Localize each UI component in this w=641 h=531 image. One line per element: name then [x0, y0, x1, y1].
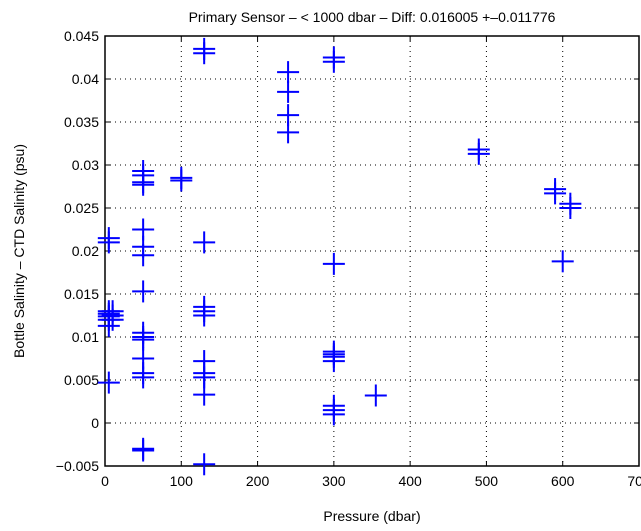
x-tick-label: 100 [170, 473, 194, 489]
data-point [559, 197, 582, 219]
data-point [193, 453, 216, 476]
data-point [364, 384, 387, 407]
data-point [97, 231, 120, 254]
x-tick-labels: 0 100 200 300 400 500 600 700 [101, 473, 641, 489]
data-point [193, 383, 216, 406]
x-tick-label: 600 [551, 473, 575, 489]
data-point [132, 280, 155, 303]
data-point [97, 371, 120, 394]
data-points [97, 37, 582, 476]
y-tick-label: −0.005 [56, 458, 99, 474]
y-tick-label: 0 [91, 415, 99, 431]
data-point [322, 350, 345, 373]
data-point [277, 121, 300, 144]
data-point [544, 182, 567, 205]
y-tick-label: 0.03 [72, 157, 99, 173]
y-tick-label: 0.02 [72, 243, 99, 259]
data-point [322, 252, 345, 275]
y-axis-label: Bottle Salinity – CTD Salinity (psu) [11, 144, 27, 358]
data-point [322, 403, 345, 426]
data-point [322, 50, 345, 73]
data-point [467, 142, 490, 165]
data-point [132, 244, 155, 267]
data-point [277, 80, 300, 103]
y-tick-labels: −0.005 0 0.005 0.01 0.015 0.02 0.025 0.03 0.035 0… [56, 28, 99, 474]
axis-ticks [104, 35, 640, 467]
data-point [193, 304, 216, 327]
x-tick-label: 300 [322, 473, 346, 489]
data-point [97, 314, 120, 337]
x-tick-label: 0 [101, 473, 109, 489]
data-point [132, 173, 155, 196]
data-point [101, 308, 124, 331]
x-tick-label: 500 [475, 473, 499, 489]
x-axis-label: Pressure (dbar) [323, 508, 420, 524]
data-point [132, 366, 155, 389]
y-tick-label: 0.01 [72, 329, 99, 345]
x-tick-label: 200 [246, 473, 270, 489]
data-point [132, 439, 155, 462]
data-point [132, 328, 155, 351]
y-tick-label: 0.025 [64, 200, 99, 216]
data-point [277, 61, 300, 84]
y-tick-label: 0.015 [64, 286, 99, 302]
y-tick-label: 0.045 [64, 28, 99, 44]
data-point [193, 42, 216, 65]
data-point [193, 231, 216, 254]
grid [105, 36, 639, 466]
y-tick-label: 0.04 [72, 71, 99, 87]
x-tick-label: 700 [627, 473, 641, 489]
y-tick-label: 0.035 [64, 114, 99, 130]
x-tick-label: 400 [398, 473, 422, 489]
data-point [170, 169, 193, 192]
chart-title: Primary Sensor – < 1000 dbar – Diff: 0.0… [189, 9, 556, 25]
y-tick-label: 0.005 [64, 372, 99, 388]
data-point [551, 250, 574, 273]
